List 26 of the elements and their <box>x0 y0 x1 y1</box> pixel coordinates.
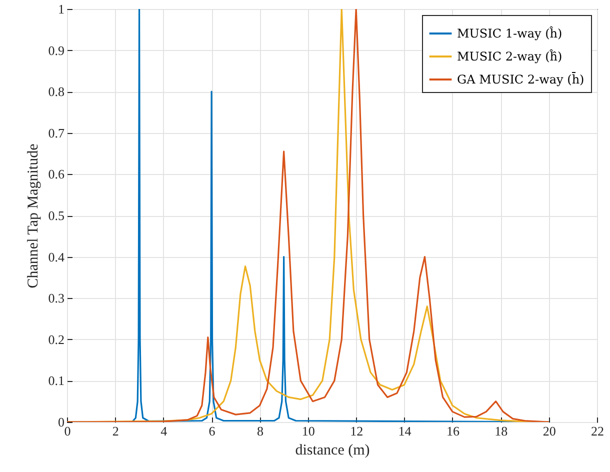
y-tick-label: 0.5 <box>48 208 64 223</box>
x-tick-label: 18 <box>494 424 508 438</box>
legend-label: GA MUSIC 2-way (h̄̄) <box>457 72 584 86</box>
x-tick-label: 2 <box>112 424 119 438</box>
y-tick-label: 0.3 <box>48 290 64 306</box>
y-tick-label: 0.9 <box>48 42 64 58</box>
y-tick-label: 0.6 <box>48 166 65 182</box>
x-tick-label: 14 <box>398 424 412 438</box>
y-axis-title: Channel Tap Magnitude <box>25 143 42 288</box>
y-tick-label: 0.7 <box>48 125 65 140</box>
x-tick-label: 20 <box>542 424 556 438</box>
y-tick-label: 0.2 <box>48 332 64 347</box>
y-tick-label: 0.8 <box>48 84 64 100</box>
y-tick-label: 0.4 <box>48 249 65 264</box>
x-tick-label: 12 <box>350 424 364 438</box>
x-tick-label: 8 <box>256 424 264 438</box>
x-tick-label: 10 <box>302 424 315 438</box>
y-tick-label: 1 <box>58 2 64 16</box>
x-axis-title: distance (m) <box>295 442 370 458</box>
x-tick-label: 16 <box>446 424 460 438</box>
x-tick-label: 6 <box>208 424 216 438</box>
x-tick-label: 22 <box>591 424 604 438</box>
x-tick-label: 4 <box>160 424 168 438</box>
legend-label: MUSIC 2-way (ĥ̂) <box>457 48 562 64</box>
y-tick-label: 0.1 <box>48 373 64 388</box>
legend-label: MUSIC 1-way (ĥ) <box>457 26 562 40</box>
